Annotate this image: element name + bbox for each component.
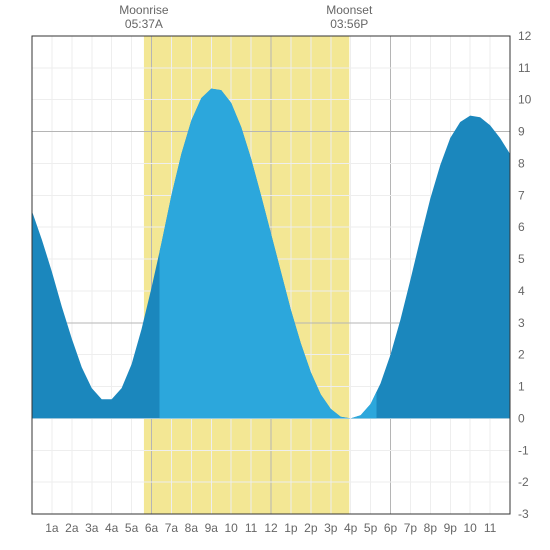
y-tick-label: 5 — [518, 252, 525, 266]
x-tick-label: 6p — [384, 521, 398, 535]
x-tick-label: 2p — [304, 521, 318, 535]
y-tick-label: -3 — [518, 507, 529, 521]
x-tick-label: 7p — [404, 521, 418, 535]
x-tick-label: 9p — [444, 521, 458, 535]
x-tick-label: 6a — [145, 521, 159, 535]
y-tick-label: -2 — [518, 475, 529, 489]
x-tick-label: 4p — [344, 521, 358, 535]
moonset-label: Moonset — [326, 3, 373, 17]
tide-chart: -3-2-101234567891011121a2a3a4a5a6a7a8a9a… — [0, 0, 550, 550]
moonset-time: 03:56P — [330, 17, 368, 31]
x-tick-label: 4a — [105, 521, 119, 535]
x-tick-label: 8a — [185, 521, 199, 535]
y-tick-label: 11 — [518, 61, 531, 75]
y-tick-label: 1 — [518, 380, 525, 394]
x-tick-label: 12 — [264, 521, 278, 535]
x-tick-label: 11 — [484, 521, 497, 535]
y-tick-label: 2 — [518, 348, 525, 362]
x-tick-label: 10 — [463, 521, 477, 535]
x-tick-label: 7a — [165, 521, 179, 535]
moonrise-time: 05:37A — [125, 17, 163, 31]
x-tick-label: 5a — [125, 521, 139, 535]
y-tick-label: 0 — [518, 411, 525, 425]
x-tick-label: 2a — [65, 521, 79, 535]
moonrise-label: Moonrise — [119, 3, 169, 17]
chart-svg: -3-2-101234567891011121a2a3a4a5a6a7a8a9a… — [0, 0, 550, 550]
y-tick-label: 3 — [518, 316, 525, 330]
x-tick-label: 11 — [245, 521, 258, 535]
x-tick-label: 1a — [45, 521, 59, 535]
x-tick-label: 10 — [224, 521, 238, 535]
x-tick-label: 3a — [85, 521, 99, 535]
x-tick-label: 1p — [284, 521, 298, 535]
y-tick-label: 8 — [518, 156, 525, 170]
x-tick-label: 8p — [424, 521, 438, 535]
y-tick-label: 7 — [518, 188, 525, 202]
x-tick-label: 3p — [324, 521, 338, 535]
y-tick-label: 9 — [518, 125, 525, 139]
y-tick-label: -1 — [518, 443, 529, 457]
y-tick-label: 6 — [518, 220, 525, 234]
y-tick-label: 12 — [518, 29, 532, 43]
y-tick-label: 10 — [518, 93, 532, 107]
x-tick-label: 5p — [364, 521, 378, 535]
y-tick-label: 4 — [518, 284, 525, 298]
x-tick-label: 9a — [205, 521, 219, 535]
